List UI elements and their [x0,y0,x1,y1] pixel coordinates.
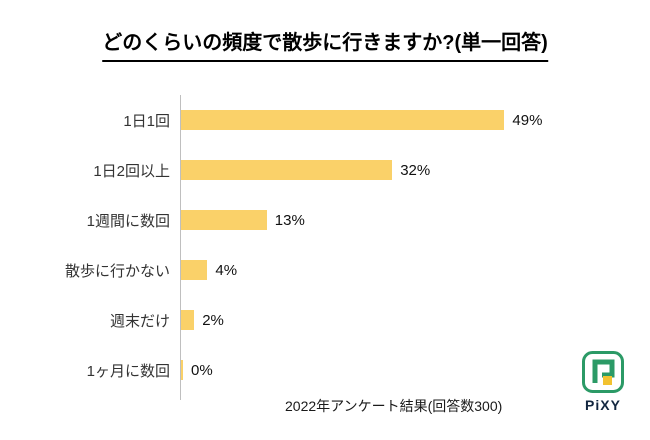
pixy-wordmark: PiXY [585,397,621,413]
pixy-logo-icon [582,351,624,393]
category-label: 1日1回 [123,112,170,130]
category-label: 1日2回以上 [93,162,170,180]
y-axis-line [180,95,181,400]
category-label: 1週間に数回 [86,212,170,230]
category-label: 散歩に行かない [64,262,170,280]
bar-row: 1日2回以上 32% [15,145,635,195]
value-label: 32% [400,161,431,179]
bar-rows: 1日1回 49% 1日2回以上 32% 1週間に数回 13% 散歩に行かない 4% 週末だけ 2%… [15,95,635,395]
bar-row: 1日1回 49% [15,95,635,145]
value-label: 0% [191,361,213,379]
value-label: 49% [512,111,543,129]
bar-row: 散歩に行かない 4% [15,245,635,295]
bar [181,110,505,130]
bar [181,210,267,230]
bar [181,310,195,330]
value-label: 2% [202,311,224,329]
bar [181,260,208,280]
pixy-logo: PiXY [574,350,632,413]
bar-row: 週末だけ 2% [15,295,635,345]
bar-row: 1週間に数回 13% [15,195,635,245]
bar [181,160,393,180]
value-label: 4% [215,261,238,279]
chart: 1日1回 49% 1日2回以上 32% 1週間に数回 13% 散歩に行かない 4% 週末だけ 2%… [15,95,635,407]
value-label: 13% [274,211,305,229]
category-label: 週末だけ [109,312,170,330]
source-note: 2022年アンケート結果(回答数300) [285,398,503,414]
bar-row: 1ヶ月に数回 0% [15,345,635,395]
bar [181,360,183,380]
category-label: 1ヶ月に数回 [86,362,170,380]
chart-title: どのくらいの頻度で散歩に行きますか?(単一回答) [102,26,548,62]
